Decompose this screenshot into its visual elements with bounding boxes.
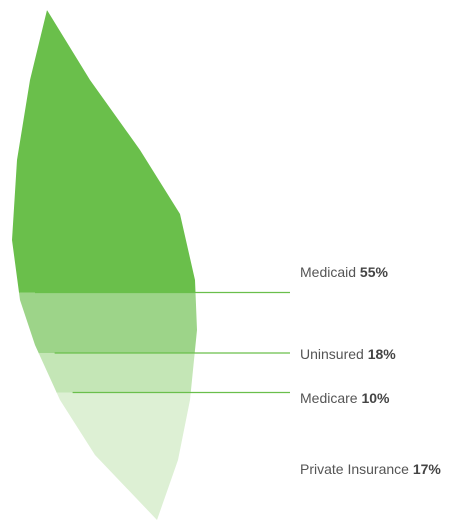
- value-label: 18%: [368, 346, 397, 362]
- value-label: 55%: [360, 264, 389, 280]
- segment-label: Medicare 10%: [300, 390, 390, 406]
- category-name: Private Insurance: [300, 461, 409, 477]
- value-label: 17%: [413, 461, 442, 477]
- segment: [12, 392, 197, 520]
- category-name: Medicare: [300, 390, 358, 406]
- segment-label: Private Insurance 17%: [300, 461, 441, 477]
- segment-label: Medicaid 55%: [300, 264, 388, 280]
- segment: [12, 353, 197, 393]
- segment: [12, 10, 197, 293]
- category-name: Medicaid: [300, 264, 356, 280]
- category-name: Uninsured: [300, 346, 364, 362]
- segment-label: Uninsured 18%: [300, 346, 396, 362]
- value-label: 10%: [361, 390, 390, 406]
- leaf: [12, 10, 197, 520]
- segment: [12, 292, 197, 354]
